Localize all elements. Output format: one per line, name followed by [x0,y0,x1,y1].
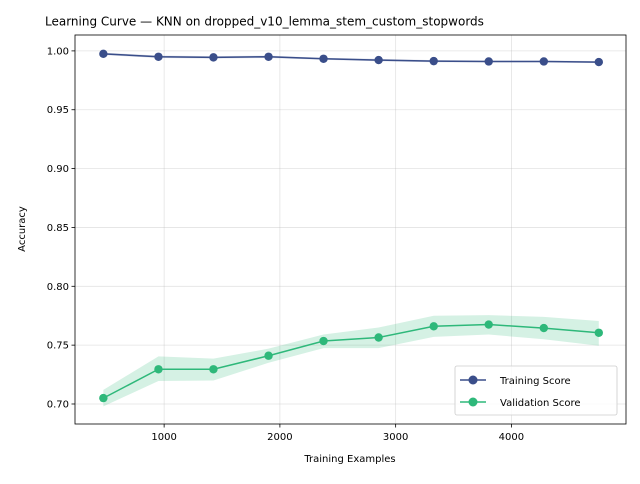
validation-score-point [374,333,383,342]
validation-score-point [154,365,163,374]
y-tick-label: 0.90 [47,164,69,175]
validation-score-band [103,315,599,407]
chart-title: Learning Curve — KNN on dropped_v10_lemm… [45,15,484,29]
validation-score-point [429,322,438,331]
x-tick-label: 2000 [267,432,292,443]
series-points [99,49,603,403]
legend: Training Score Validation Score [454,365,618,416]
confidence-bands [103,52,599,407]
y-tick-label: 0.95 [47,105,69,116]
series-lines [103,53,599,399]
x-tick-label: 4000 [499,432,524,443]
training-score-point [319,54,328,63]
legend-marker-validation [468,397,478,407]
validation-score-point [539,323,549,333]
training-score-point [154,52,163,61]
validation-score-point [209,365,218,374]
y-tick-label: 1.00 [47,46,69,57]
training-score-point [99,49,108,59]
training-score-point [594,57,603,67]
y-tick-label: 0.80 [47,282,69,293]
validation-score-point [594,328,603,337]
validation-score-point [319,336,328,346]
training-score-point [484,57,493,66]
validation-score-line [103,323,599,399]
training-score-point [374,55,383,65]
training-score-line [103,53,599,63]
x-tick-label: 1000 [151,432,176,443]
legend-box [454,365,618,416]
validation-score-point [264,351,273,360]
y-tick-label: 0.70 [47,399,69,410]
x-axis-label: Training Examples [303,454,395,465]
grid [75,35,626,424]
training-score-point [264,52,273,61]
legend-label-validation: Validation Score [500,398,581,409]
axes-frame [74,34,627,425]
legend-label-training: Training Score [499,376,571,387]
training-score-point [429,56,438,66]
training-score-point [209,53,218,62]
training-score-band [103,52,599,64]
axis-ticks: 1000 2000 3000 4000 0.70 0.75 0.80 0.85 0.90 0.95… [47,46,524,443]
plot-area [75,35,626,424]
validation-score-point [99,393,108,403]
y-axis-label: Accuracy [17,206,28,252]
legend-marker-training [468,375,478,385]
training-score-point [539,57,549,66]
y-tick-label: 0.85 [47,223,69,234]
validation-score-point [484,320,493,329]
y-tick-label: 0.75 [47,341,69,352]
x-tick-label: 3000 [383,432,408,443]
